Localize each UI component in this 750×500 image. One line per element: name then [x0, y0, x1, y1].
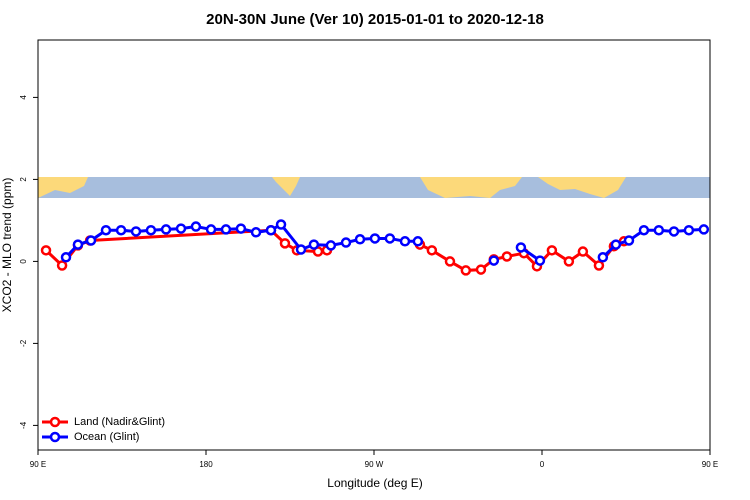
y-tick-label: -4 — [19, 421, 28, 429]
data-point — [534, 255, 546, 266]
data-point — [340, 237, 352, 248]
data-point — [444, 256, 456, 267]
data-point — [610, 239, 622, 250]
data-point — [160, 224, 172, 235]
x-axis-label: Longitude (deg E) — [327, 476, 422, 490]
data-point — [205, 224, 217, 235]
data-point — [175, 223, 187, 234]
data-point — [623, 235, 635, 246]
data-point — [250, 227, 262, 238]
data-point — [295, 244, 307, 255]
x-tick-label: 90 W — [365, 460, 384, 469]
data-point — [426, 245, 438, 256]
data-point — [399, 236, 411, 247]
data-point — [325, 240, 337, 251]
y-tick-label: -2 — [19, 339, 28, 347]
y-tick-label: 0 — [19, 259, 28, 264]
y-tick-label: 2 — [19, 177, 28, 182]
data-point — [546, 245, 558, 256]
data-point — [85, 235, 97, 246]
data-point — [279, 238, 291, 249]
data-point — [308, 239, 320, 250]
data-point — [115, 224, 127, 236]
data-point — [597, 252, 609, 263]
data-point — [369, 233, 381, 244]
data-point — [72, 239, 84, 250]
data-point — [501, 251, 513, 262]
legend-label: Ocean (Glint) — [74, 431, 139, 443]
chart-title: 20N-30N June (Ver 10) 2015-01-01 to 2020… — [206, 11, 544, 28]
legend-marker — [49, 431, 61, 443]
x-tick-label: 180 — [199, 460, 213, 469]
data-point — [653, 224, 665, 236]
data-point — [638, 224, 650, 236]
data-point — [265, 224, 277, 236]
data-point — [40, 245, 52, 256]
data-point — [145, 224, 157, 236]
data-point — [100, 224, 112, 236]
data-point — [56, 260, 68, 271]
x-tick-label: 90 E — [702, 460, 718, 469]
data-point — [577, 246, 589, 257]
data-point — [60, 252, 72, 263]
data-point — [190, 221, 202, 232]
data-point — [384, 233, 396, 244]
data-point — [488, 255, 500, 266]
data-point — [698, 224, 710, 235]
data-point — [593, 260, 605, 271]
data-point — [668, 226, 680, 237]
map-strip — [38, 177, 710, 198]
data-point — [220, 224, 232, 235]
data-point — [460, 265, 472, 276]
data-point — [515, 242, 527, 253]
data-point — [683, 224, 695, 236]
data-point — [475, 264, 487, 275]
data-point — [235, 223, 247, 234]
x-tick-label: 0 — [540, 460, 545, 469]
data-point — [275, 219, 287, 230]
data-point — [563, 256, 575, 267]
legend-marker — [49, 416, 61, 428]
y-tick-label: 4 — [19, 95, 28, 100]
legend-label: Land (Nadir&Glint) — [74, 416, 165, 428]
y-axis-label: XCO2 - MLO trend (ppm) — [0, 178, 14, 313]
data-point — [354, 234, 366, 245]
data-point — [130, 226, 142, 237]
x-tick-label: 90 E — [30, 460, 46, 469]
data-point — [412, 236, 424, 247]
